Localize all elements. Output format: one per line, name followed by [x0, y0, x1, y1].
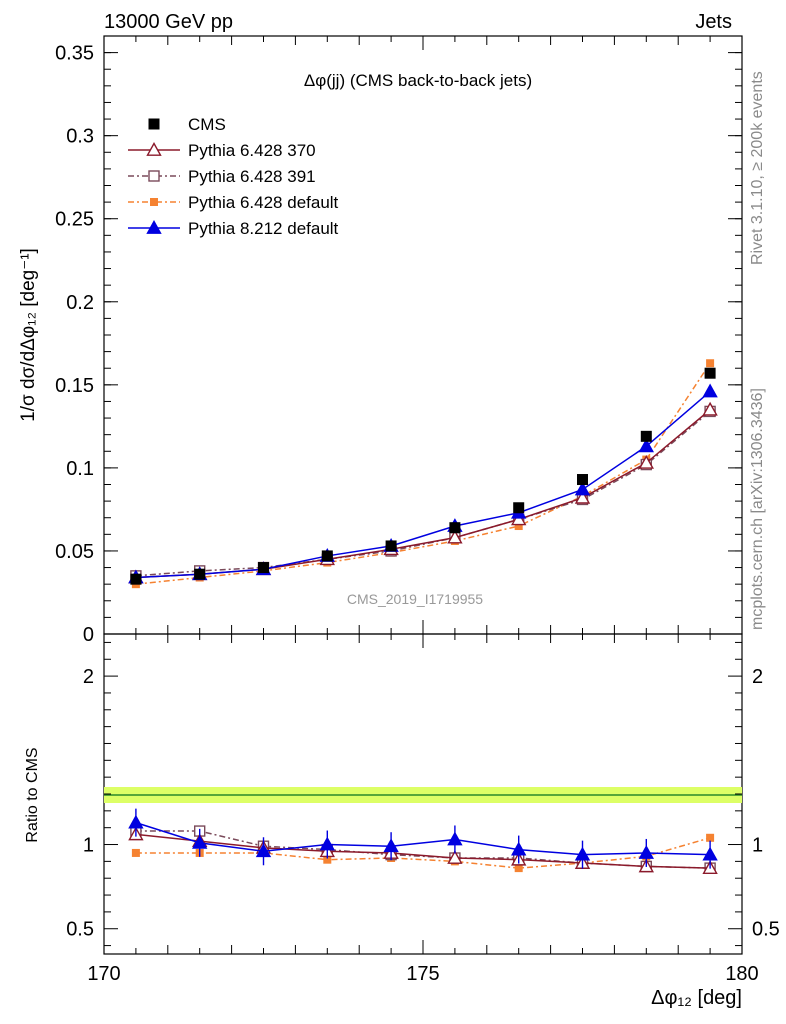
plot-title: Δφ(jj) (CMS back-to-back jets) — [304, 71, 532, 90]
legend-label-p370: Pythia 6.428 370 — [188, 141, 316, 160]
ratio-point-p8def — [383, 838, 399, 853]
point-cms — [194, 568, 206, 580]
ratio-axes: 0.5 0.5 1 1 2 2 170 175 180 — [66, 634, 780, 985]
ratio-point-p8def — [638, 845, 654, 859]
ratio-line-p370 — [135, 833, 711, 869]
point-cms — [513, 502, 525, 514]
point-cms — [385, 540, 397, 552]
series-line-p8def — [135, 390, 711, 579]
legend-marker-cms — [148, 118, 160, 130]
analysis-watermark: CMS_2019_I1719955 — [347, 591, 483, 607]
legend-marker-p6def — [150, 198, 158, 206]
legend-marker-p391 — [148, 170, 160, 182]
ratio-line-p6def — [135, 837, 711, 869]
ratio-series-layer — [128, 808, 718, 875]
series-line-p6def — [135, 362, 711, 585]
series-line-p370 — [135, 409, 711, 579]
point-p370 — [447, 529, 463, 544]
y-tick-label: 0.05 — [55, 541, 94, 563]
point-p370 — [511, 511, 527, 526]
y-tick-label: 0.15 — [55, 375, 94, 397]
y-tick-label: 0 — [83, 624, 94, 646]
rivet-label: Rivet 3.1.10, ≥ 200k events — [749, 71, 766, 265]
ratio-point-p370 — [447, 850, 463, 864]
legend-marker-p370 — [146, 142, 162, 156]
y-tick-label: 0.35 — [55, 43, 94, 65]
ratio-line-p8def — [135, 821, 711, 856]
x-tick-label: 180 — [725, 963, 758, 985]
y-tick-label: 0.2 — [66, 292, 94, 314]
legend-label-p6def: Pythia 6.428 default — [188, 193, 339, 212]
x-tick-label: 175 — [406, 963, 439, 985]
ratio-point-p8def — [255, 843, 272, 858]
ratio-y-label: Ratio to CMS — [24, 747, 41, 842]
point-p370 — [702, 401, 718, 416]
ratio-point-p6def — [706, 833, 715, 842]
point-p370 — [638, 454, 654, 469]
ratio-point-p8def — [511, 841, 527, 856]
ratio-point-p8def — [574, 846, 591, 861]
series-line-p391 — [135, 410, 711, 577]
point-cms — [130, 573, 142, 585]
ratio-y-tick-label: 0.5 — [66, 919, 94, 941]
x-tick-label: 170 — [87, 963, 120, 985]
legend-marker-p8def — [146, 220, 162, 234]
point-cms — [577, 474, 588, 486]
ratio-point-p6def — [514, 864, 523, 873]
y-tick-label: 0.25 — [55, 209, 94, 231]
x-axis-label: Δφ₁₂ [deg] — [651, 987, 742, 1009]
ratio-point-p8def — [128, 814, 144, 829]
point-cms — [449, 522, 461, 534]
y-axis-label: 1/σ dσ/dΔφ₁₂ [deg⁻¹] — [18, 248, 39, 422]
point-cms — [258, 562, 269, 574]
ratio-y-tick-label-right: 0.5 — [752, 919, 780, 941]
ratio-y-tick-label: 2 — [83, 666, 94, 688]
ratio-y-tick-label-right: 1 — [752, 835, 763, 857]
y-tick-label: 0.3 — [66, 126, 94, 148]
ratio-point-p8def — [702, 846, 718, 861]
ratio-point-p6def — [131, 848, 140, 857]
point-p370 — [574, 489, 591, 504]
point-p8def — [702, 383, 718, 398]
point-cms — [321, 550, 333, 562]
legend: CMS Pythia 6.428 370 Pythia 6.428 391 Pythi… — [128, 115, 339, 238]
mcplots-label: mcplots.cern.ch [arXiv:1306.3436] — [749, 388, 766, 630]
ratio-y-tick-label: 1 — [83, 835, 94, 857]
header-left: 13000 GeV pp — [104, 11, 233, 33]
ratio-y-tick-label-right: 2 — [752, 666, 763, 688]
point-p8def — [638, 438, 654, 453]
header-right: Jets — [695, 11, 732, 33]
main-axes: 0 0.05 0.1 0.15 0.2 0.25 0.3 0.35 — [55, 36, 743, 646]
point-cms — [640, 430, 652, 442]
legend-label-cms: CMS — [188, 115, 226, 134]
legend-label-p8def: Pythia 8.212 default — [188, 219, 339, 238]
ratio-point-p8def — [319, 836, 335, 851]
ratio-point-p8def — [447, 831, 463, 846]
point-p8def — [574, 481, 591, 496]
ratio-point-p6def — [323, 855, 332, 864]
ratio-line-p391 — [135, 830, 711, 869]
main-series-layer — [128, 359, 718, 589]
point-cms — [704, 367, 716, 379]
y-tick-label: 0.1 — [66, 458, 94, 480]
legend-label-p391: Pythia 6.428 391 — [188, 167, 316, 186]
point-p6def — [514, 522, 523, 531]
y-axis-title: 1/σ dσ/dΔφ₁₂ [deg⁻¹] — [18, 248, 39, 422]
point-p6def — [706, 359, 715, 368]
ratio-point-p8def — [192, 834, 208, 849]
